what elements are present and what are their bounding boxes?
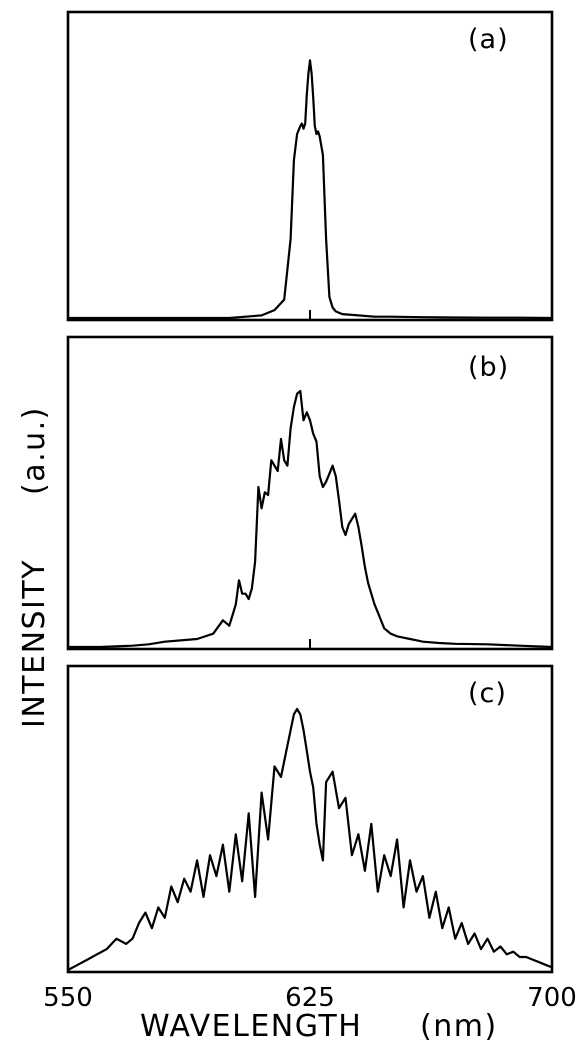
panel-c-spectrum-line [66,707,554,972]
panel-b-spectrum-line [66,389,554,649]
y-axis-title: INTENSITY [17,559,52,728]
x-axis-unit: (nm) [420,1009,498,1042]
y-axis-unit: (a.u.) [17,406,52,495]
panel-b-frame [66,335,554,651]
x-tick-label-550: 550 [43,983,93,1013]
panel-a-label: (a) [468,24,509,55]
panel-a-spectrum-line [66,59,554,320]
panel-c-label: (c) [468,678,507,709]
x-tick-label-625: 625 [285,983,335,1013]
x-tick-label-700: 700 [527,983,577,1013]
panel-a-frame [66,10,554,322]
panel-c-frame [66,664,554,974]
x-axis-title: WAVELENGTH [140,1009,362,1042]
panel-b-label: (b) [468,352,509,383]
